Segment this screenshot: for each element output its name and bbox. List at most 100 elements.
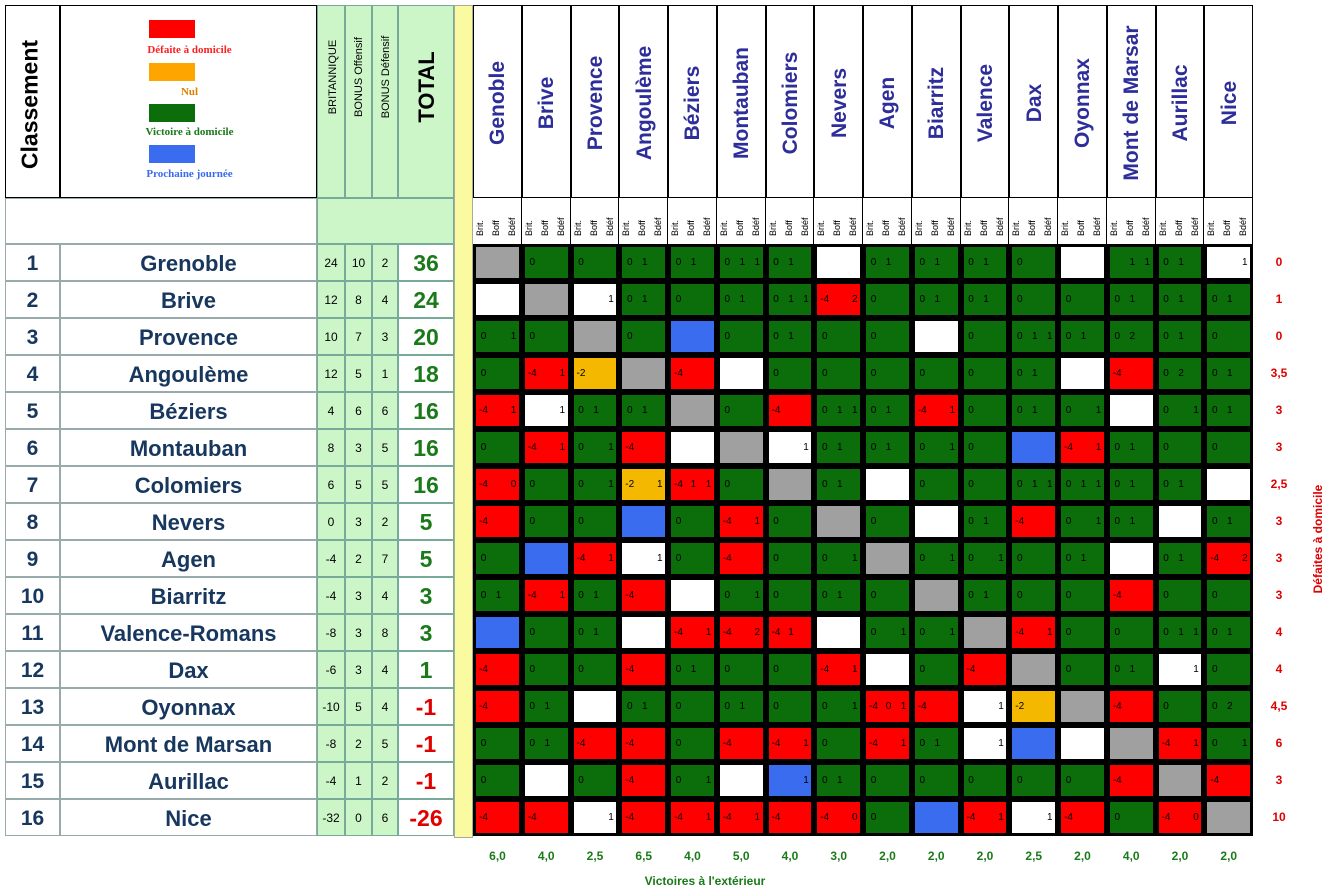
match-cell: 0	[521, 614, 571, 651]
match-cell: 0	[960, 355, 1010, 392]
match-cell: 0	[1009, 281, 1058, 318]
match-cell-value: 0	[851, 812, 858, 823]
rank-number: 1	[5, 244, 60, 281]
match-cell-value: 0	[529, 701, 536, 712]
match-cell-value: 1	[1046, 627, 1053, 638]
match-cell: 0	[911, 651, 961, 688]
match-cell-value: 0	[1016, 553, 1023, 564]
stat-brit: -4	[317, 762, 345, 799]
match-cell-value: 1	[641, 257, 648, 268]
match-cell-value: 0	[968, 775, 974, 786]
column-header: Agen	[863, 5, 912, 198]
match-cell-value: -4	[820, 664, 830, 675]
match-cell-value: 0	[968, 368, 974, 379]
rank-number: 16	[5, 799, 60, 836]
match-cell-value: 1	[641, 405, 648, 416]
match-cell-value: 0	[821, 738, 828, 749]
match-cell: -4	[619, 429, 668, 466]
match-cell-value: 1	[1046, 331, 1053, 342]
home-defeats: 3	[1275, 588, 1283, 602]
sub-header-label: Brit.	[572, 219, 583, 236]
away-wins-value: 6,0	[489, 849, 506, 863]
match-cell	[473, 244, 522, 281]
match-cell-value: 0	[919, 627, 926, 638]
stat-bdef: 4	[372, 577, 398, 614]
match-cell: 0	[1204, 429, 1253, 466]
sub-header-label: Brit.	[1108, 219, 1119, 236]
total-points: 16	[398, 392, 454, 429]
match-cell	[668, 577, 717, 614]
match-cell-value: 0	[675, 775, 682, 786]
sub-header-label: Boff	[491, 220, 501, 236]
match-cell-value: 1	[1129, 479, 1136, 490]
match-cell-value: 0	[1065, 553, 1072, 564]
column-header: Béziers	[668, 5, 717, 198]
match-cell-value: 1	[900, 627, 907, 638]
match-cell-value: 0	[1016, 775, 1023, 786]
match-cell: 0	[668, 540, 717, 577]
stat-boff: 8	[345, 281, 372, 318]
match-cell-value: 1	[1241, 257, 1248, 268]
stat-brit: -4	[317, 577, 345, 614]
match-cell-value: 1	[1129, 664, 1136, 675]
match-cell: 0	[521, 318, 571, 355]
sub-header: Brit. Boff Bdéf	[863, 198, 912, 244]
match-cell	[619, 355, 668, 392]
match-cell	[911, 799, 961, 836]
away-wins-label: Victoires à l'extérieur	[644, 874, 766, 888]
match-cell-value: 0	[919, 775, 926, 786]
match-cell-value: 0	[821, 701, 828, 712]
match-cell-value: 1	[934, 738, 941, 749]
sub-header-label: Boff	[1076, 220, 1086, 236]
match-cell	[1106, 725, 1156, 762]
legend-victoire-label: Victoire à domicile	[145, 126, 234, 138]
match-cell-value: 0	[1211, 701, 1218, 712]
match-cell-value: 0	[1193, 812, 1199, 823]
match-cell: -4 1	[765, 725, 815, 762]
match-cell-value: 0	[821, 553, 828, 564]
match-cell-value: 0	[578, 775, 584, 786]
match-cell-value: 0	[919, 553, 926, 564]
away-wins-value: 4,0	[1122, 849, 1140, 863]
rank-number: 9	[5, 540, 60, 577]
match-cell-value: 1	[1193, 627, 1199, 638]
match-cell-value: 0	[870, 627, 877, 638]
sub-header-label: Brit.	[1060, 219, 1070, 236]
match-cell	[570, 688, 620, 725]
sub-header-label: Brit.	[1206, 219, 1217, 236]
match-cell-value: 1	[608, 294, 614, 305]
column-header-label: Mont de Marsar	[1120, 24, 1144, 181]
match-cell-value: 1	[1095, 405, 1102, 416]
stat-bdef: 5	[372, 466, 398, 503]
match-cell-value: 0	[1211, 627, 1218, 638]
match-cell: 0	[863, 799, 912, 836]
sub-header-label: Bdéf	[848, 217, 859, 236]
match-cell-value: 1	[559, 590, 566, 601]
rank-number: 8	[5, 503, 60, 540]
match-cell: 0	[814, 725, 863, 762]
match-cell: 0	[716, 318, 766, 355]
match-cell-value: 0	[1163, 294, 1169, 305]
match-cell: 0	[911, 355, 961, 392]
stat-boff: 2	[345, 725, 372, 762]
match-cell-value: -4	[966, 812, 976, 823]
match-cell-value: 0	[1065, 590, 1072, 601]
team-name: Béziers	[60, 392, 317, 429]
away-wins-value: 6,5	[635, 849, 653, 863]
match-cell-value: 1	[754, 590, 761, 601]
away-wins-value: 4,0	[537, 849, 555, 863]
team-name: Aurillac	[60, 762, 317, 799]
stat-boff: 3	[345, 503, 372, 540]
match-cell-value: -4	[722, 627, 732, 638]
rank-number: 2	[5, 281, 60, 318]
match-cell	[619, 614, 668, 651]
match-cell: 0	[863, 355, 912, 392]
